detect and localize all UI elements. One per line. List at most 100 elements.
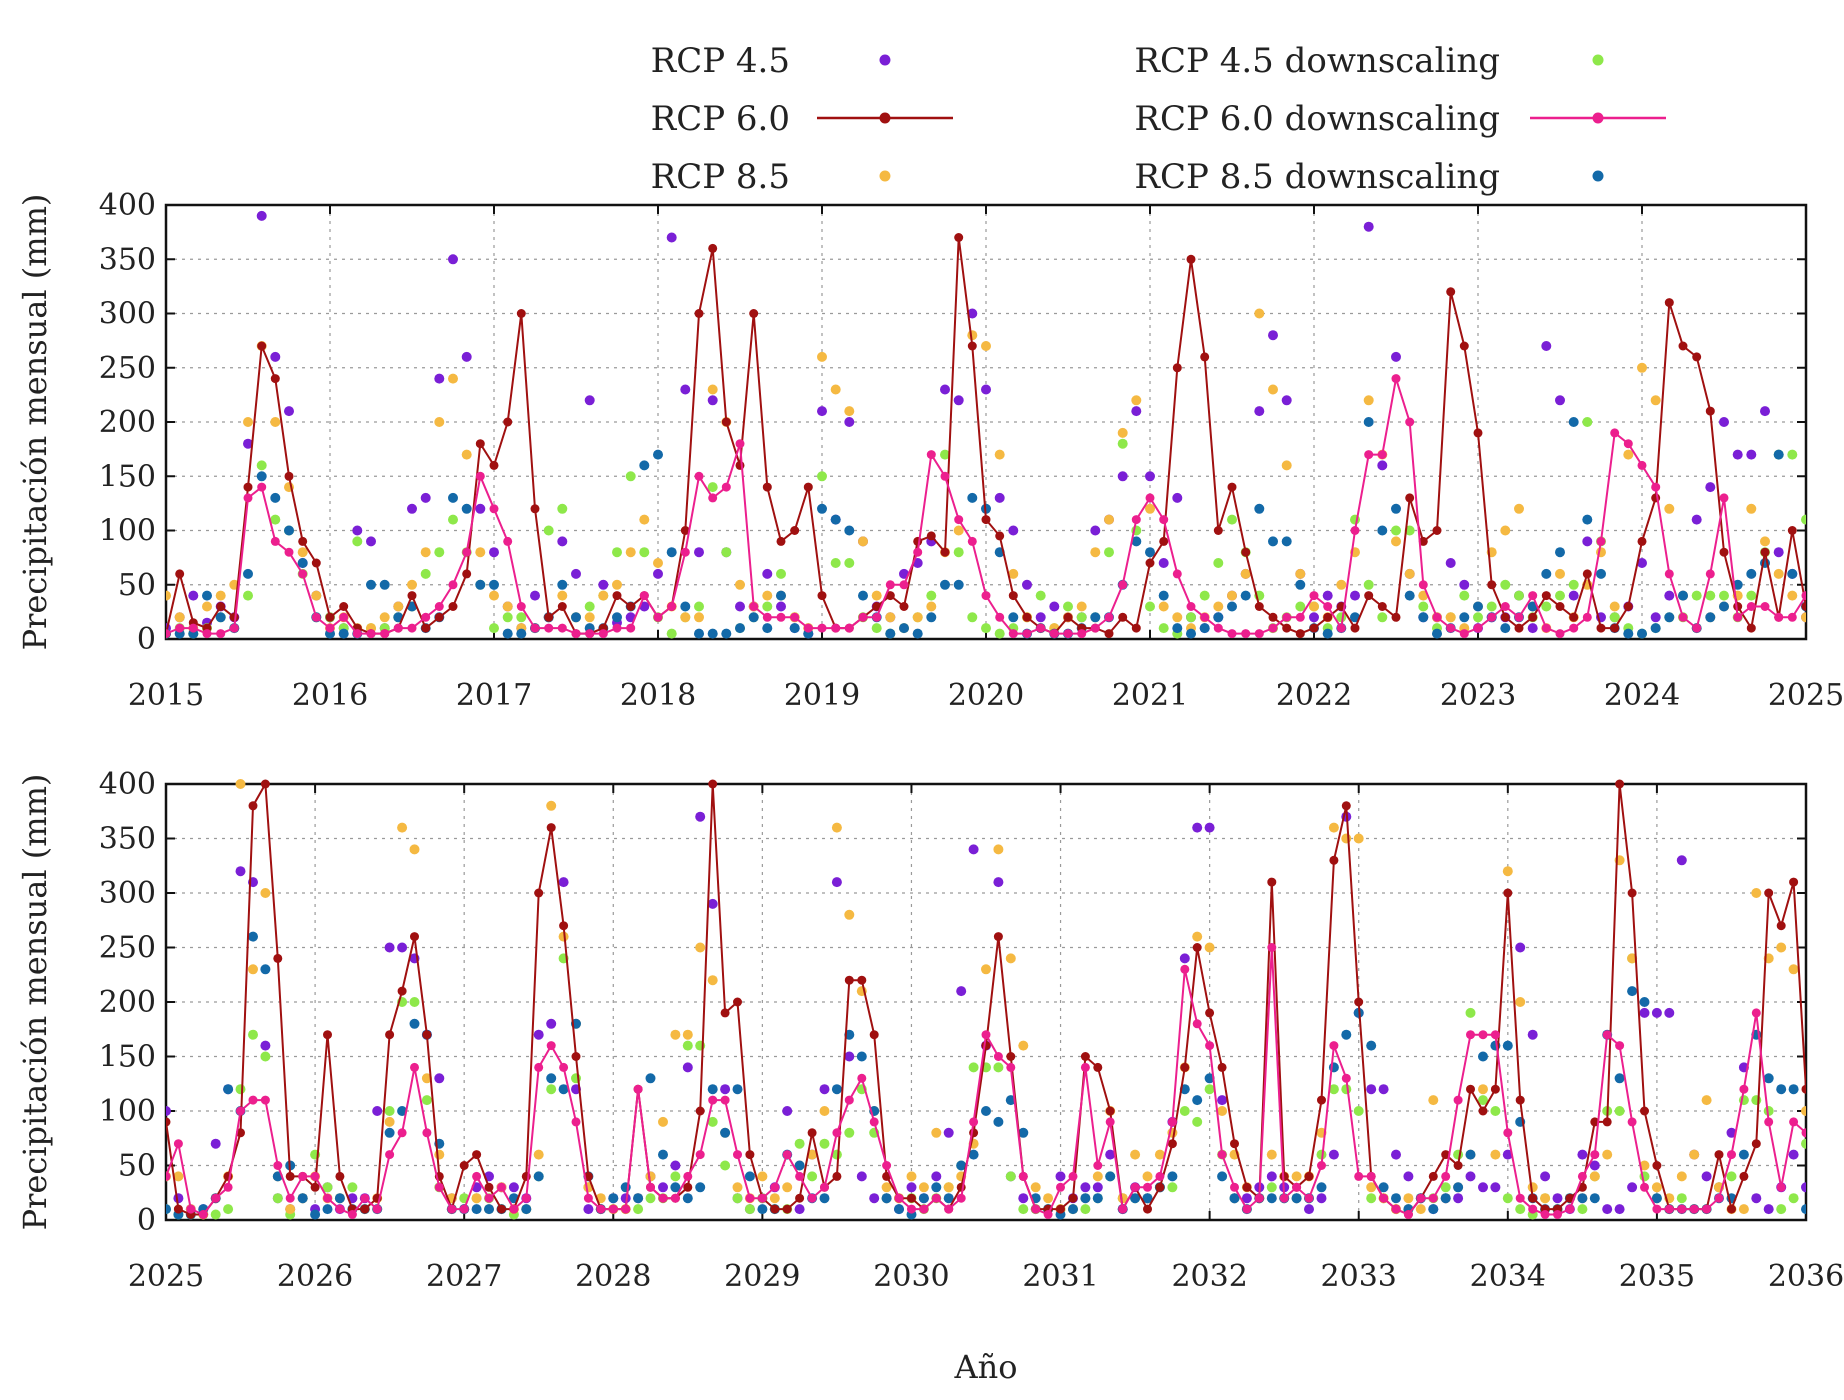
data-point (1167, 1182, 1178, 1193)
data-point (174, 612, 185, 623)
data-point (1377, 450, 1387, 460)
data-point (270, 514, 281, 525)
data-point (1242, 1182, 1252, 1192)
data-point (1815, 580, 1825, 590)
data-point (166, 1171, 171, 1181)
data-point (1465, 1007, 1476, 1018)
data-point (1440, 1182, 1451, 1193)
data-point (397, 1128, 407, 1138)
data-point (969, 1117, 979, 1127)
data-point (1751, 888, 1762, 898)
data-point (1104, 629, 1114, 639)
data-point (708, 779, 718, 789)
data-point (543, 525, 554, 536)
data-point (1466, 1084, 1475, 1094)
data-point (694, 612, 704, 623)
data-point (967, 492, 978, 503)
data-point (1527, 623, 1538, 634)
data-point (817, 471, 827, 482)
data-point (1005, 953, 1016, 964)
data-point (1651, 482, 1661, 492)
data-point (1528, 591, 1538, 601)
data-point (1323, 612, 1333, 622)
data-point (1500, 579, 1511, 590)
data-point (516, 628, 527, 639)
data-point (248, 801, 258, 811)
data-point (721, 482, 731, 492)
legend-point-marker (879, 54, 891, 66)
data-point (1555, 568, 1565, 579)
data-point (1623, 602, 1633, 611)
data-point (1568, 590, 1579, 601)
data-point (1105, 1171, 1116, 1182)
data-point (745, 1193, 755, 1203)
x-tick-label: 2019 (784, 678, 860, 713)
data-point (533, 1149, 544, 1160)
data-point (1031, 1204, 1041, 1214)
data-point (1478, 1051, 1488, 1062)
data-point (1678, 612, 1688, 622)
data-point (1541, 623, 1551, 633)
data-point (1733, 612, 1743, 622)
data-point (844, 1127, 855, 1138)
data-point (1719, 493, 1729, 503)
data-point (1080, 1204, 1091, 1215)
data-point (1006, 1062, 1016, 1072)
data-point (1839, 1161, 1844, 1170)
y-tick-label: 150 (99, 1040, 156, 1075)
data-point (571, 1117, 581, 1127)
data-point (858, 536, 868, 547)
data-point (1329, 855, 1339, 865)
data-point (844, 1051, 855, 1062)
data-point (1268, 536, 1278, 547)
data-point (1814, 1205, 1823, 1214)
data-point (1814, 1128, 1823, 1137)
data-point (1077, 629, 1087, 639)
data-point (503, 417, 513, 427)
data-point (1117, 471, 1128, 482)
data-point (335, 1204, 345, 1214)
data-point (1227, 482, 1237, 492)
data-point (1142, 1193, 1153, 1204)
data-point (243, 590, 253, 601)
data-point (708, 493, 718, 503)
data-point (776, 536, 786, 546)
data-point (284, 406, 294, 417)
data-point (817, 406, 827, 417)
data-point (1254, 406, 1265, 417)
data-point (559, 1062, 569, 1072)
data-point (1555, 395, 1565, 406)
data-point (1623, 628, 1634, 639)
data-point (981, 515, 991, 525)
data-point (559, 921, 569, 931)
data-point (885, 580, 895, 590)
data-point (1341, 1073, 1351, 1083)
data-point (322, 1182, 333, 1193)
data-point (270, 374, 280, 384)
data-point (762, 612, 772, 622)
data-point (913, 536, 923, 546)
data-point (782, 1204, 792, 1214)
series-line (166, 780, 1806, 1216)
data-point (1801, 591, 1806, 601)
data-point (1705, 569, 1715, 579)
data-point (1826, 1052, 1836, 1062)
data-point (1364, 450, 1374, 460)
data-point (967, 341, 977, 351)
data-point (166, 629, 171, 639)
data-point (1322, 628, 1333, 639)
data-point (1678, 590, 1688, 601)
data-point (1155, 1171, 1165, 1181)
data-point (530, 623, 540, 633)
data-point (782, 1150, 792, 1160)
data-point (1131, 536, 1142, 547)
data-point (844, 417, 855, 427)
data-point (1295, 601, 1306, 612)
data-point (347, 1210, 357, 1219)
data-point (461, 351, 472, 362)
data-point (721, 547, 732, 558)
data-point (1692, 352, 1702, 362)
data-point (926, 612, 937, 623)
data-point (325, 612, 335, 622)
data-point (1664, 590, 1675, 601)
